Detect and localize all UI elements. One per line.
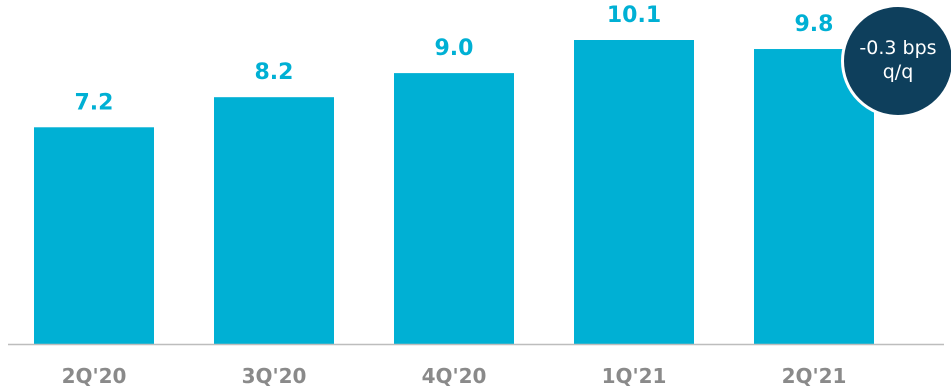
value-label: 9.0 — [435, 36, 474, 61]
bar-4Q'20 — [394, 73, 514, 344]
x-tick-label: 4Q'20 — [422, 364, 487, 388]
x-tick-label: 2Q'20 — [62, 364, 127, 388]
x-tick-label: 3Q'20 — [242, 364, 307, 388]
x-tick-label: 1Q'21 — [602, 364, 667, 388]
value-label: 10.1 — [607, 3, 661, 28]
value-label: 7.2 — [75, 90, 114, 115]
bars-group — [34, 40, 874, 345]
bar-1Q'21 — [574, 40, 694, 344]
bar-3Q'20 — [214, 97, 334, 345]
value-label: 8.2 — [255, 60, 294, 85]
x-tick-labels-group: 2Q'20 3Q'20 4Q'20 1Q'21 2Q'21 — [62, 364, 847, 388]
badge-period: q/q — [882, 61, 914, 83]
badge-change-value: -0.3 bps — [859, 37, 937, 60]
value-labels-group: 7.2 8.2 9.0 10.1 9.8 — [75, 3, 834, 115]
value-label: 9.8 — [795, 12, 834, 37]
x-tick-label: 2Q'21 — [782, 364, 847, 388]
bar-2Q'20 — [34, 127, 154, 344]
change-badge: -0.3 bps q/q — [841, 4, 951, 118]
